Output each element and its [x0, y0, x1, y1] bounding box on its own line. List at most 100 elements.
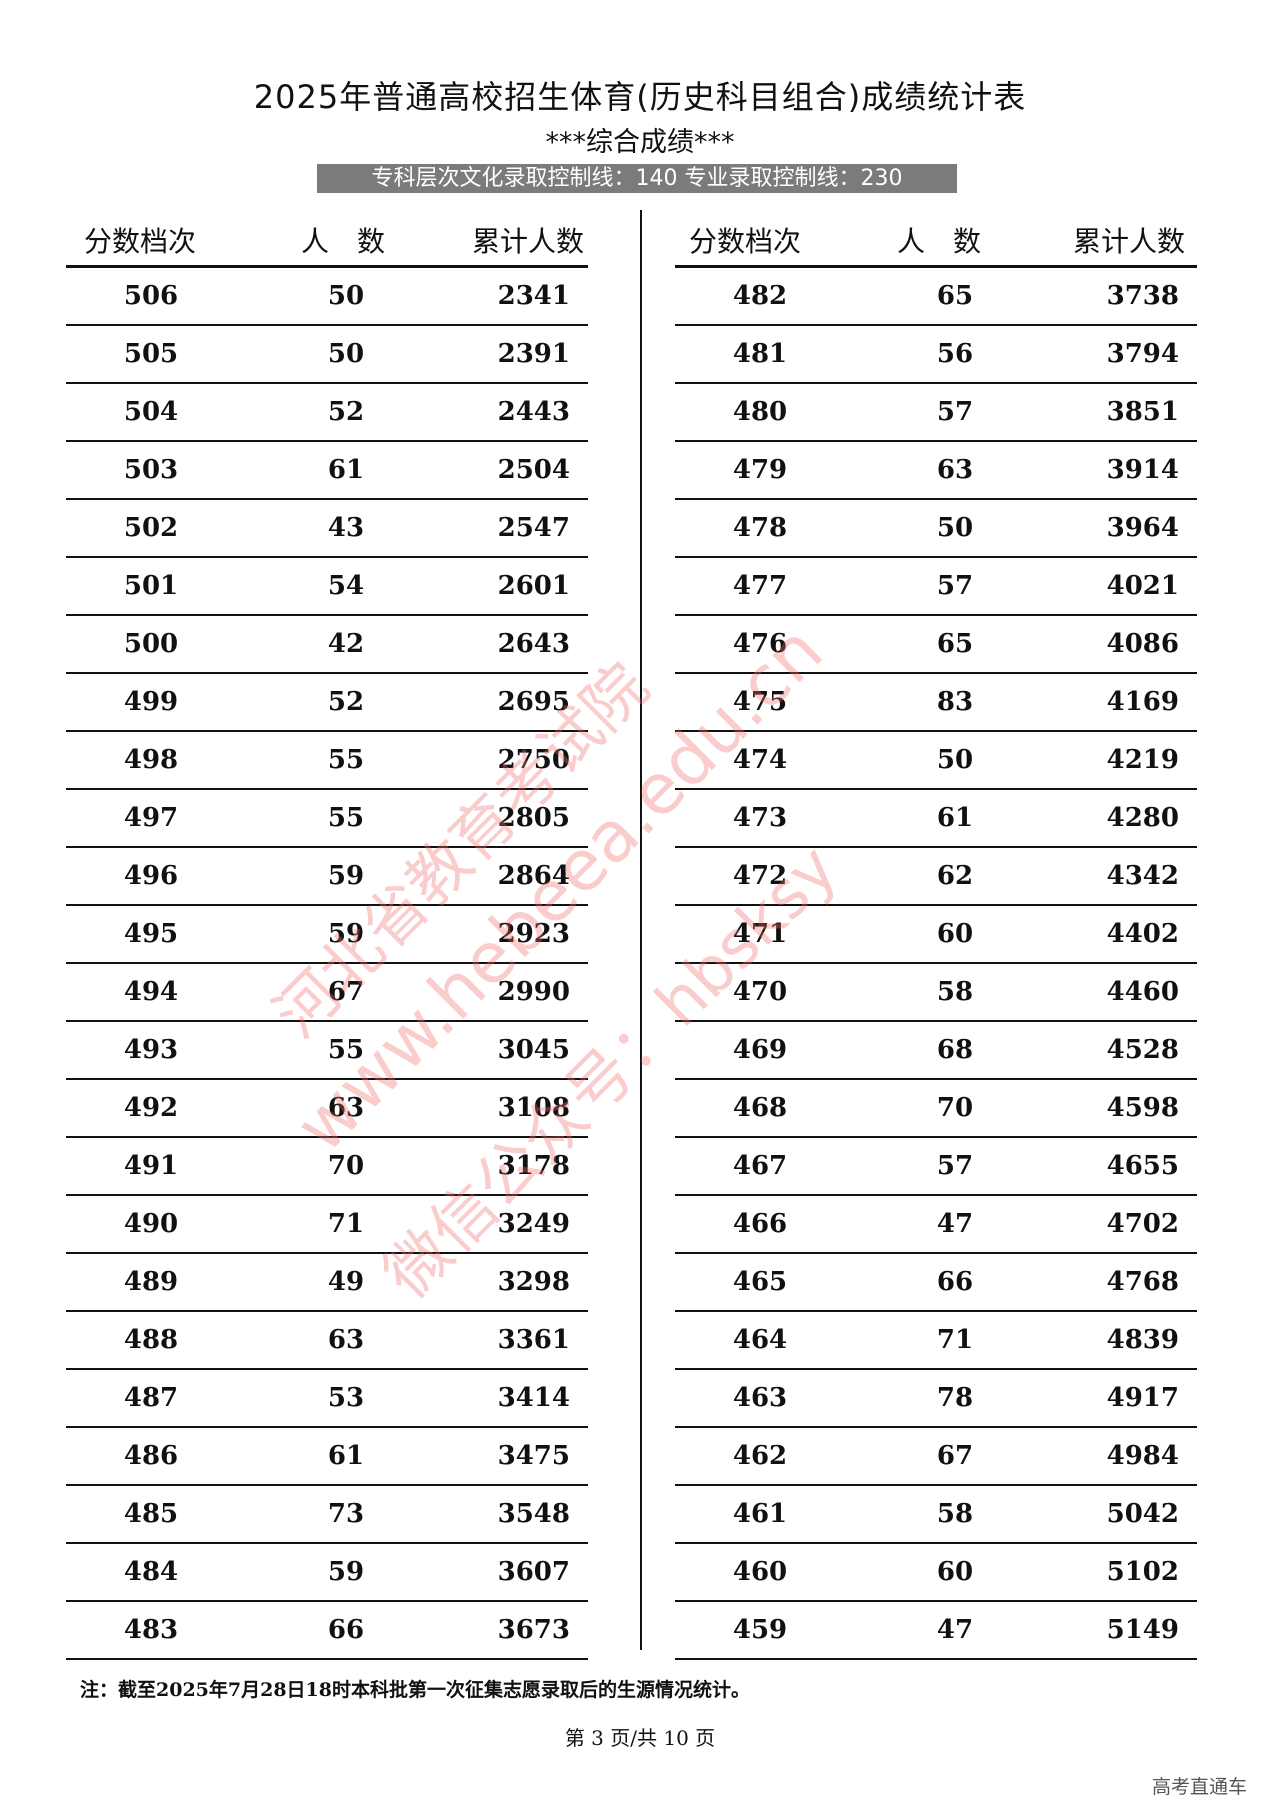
count-cell: 47 [936, 1209, 974, 1239]
cumulative-cell: 2990 [497, 977, 570, 1007]
count-cell: 42 [327, 629, 365, 659]
table-row: 485 73 3548 [66, 1486, 588, 1544]
cumulative-cell: 4402 [1106, 919, 1179, 949]
table-row: 470 58 4460 [675, 964, 1197, 1022]
cumulative-cell: 2750 [497, 745, 570, 775]
cumulative-cell: 3178 [497, 1151, 570, 1181]
count-cell: 54 [327, 571, 365, 601]
count-cell: 52 [327, 397, 365, 427]
cumulative-cell: 2864 [497, 861, 570, 891]
count-cell: 66 [327, 1615, 365, 1645]
cumulative-cell: 2341 [497, 281, 570, 311]
count-cell: 63 [327, 1093, 365, 1123]
score-table-right: 分数档次 人 数 累计人数 482 65 3738 481 56 3794 480 57 385… [675, 210, 1197, 1660]
score-cell: 479 [732, 455, 788, 485]
table-row: 486 61 3475 [66, 1428, 588, 1486]
table-row: 463 78 4917 [675, 1370, 1197, 1428]
table-row: 467 57 4655 [675, 1138, 1197, 1196]
score-cell: 470 [732, 977, 788, 1007]
score-cell: 472 [732, 861, 788, 891]
count-cell: 59 [327, 861, 365, 891]
count-cell: 43 [327, 513, 365, 543]
cumulative-cell: 4839 [1106, 1325, 1179, 1355]
table-header: 分数档次 人 数 累计人数 [66, 210, 588, 268]
count-cell: 65 [936, 281, 974, 311]
header-count: 人 数 [897, 225, 982, 258]
count-cell: 60 [936, 919, 974, 949]
score-table-left: 分数档次 人 数 累计人数 506 50 2341 505 50 2391 504 52 244… [66, 210, 588, 1660]
cumulative-cell: 3361 [497, 1325, 570, 1355]
table-row: 490 71 3249 [66, 1196, 588, 1254]
score-cell: 466 [732, 1209, 788, 1239]
table-row: 474 50 4219 [675, 732, 1197, 790]
score-cell: 502 [123, 513, 179, 543]
cumulative-cell: 3794 [1106, 339, 1179, 369]
table-row: 460 60 5102 [675, 1544, 1197, 1602]
table-row: 503 61 2504 [66, 442, 588, 500]
score-cell: 481 [732, 339, 788, 369]
table-row: 500 42 2643 [66, 616, 588, 674]
table-row: 499 52 2695 [66, 674, 588, 732]
table-row: 504 52 2443 [66, 384, 588, 442]
count-cell: 61 [327, 1441, 365, 1471]
table-row: 479 63 3914 [675, 442, 1197, 500]
count-cell: 53 [327, 1383, 365, 1413]
cumulative-cell: 3298 [497, 1267, 570, 1297]
cumulative-cell: 4280 [1106, 803, 1179, 833]
table-row: 483 66 3673 [66, 1602, 588, 1660]
cumulative-cell: 2923 [497, 919, 570, 949]
count-cell: 73 [327, 1499, 365, 1529]
score-cell: 492 [123, 1093, 179, 1123]
count-cell: 70 [936, 1093, 974, 1123]
cumulative-cell: 4702 [1106, 1209, 1179, 1239]
score-cell: 462 [732, 1441, 788, 1471]
count-cell: 78 [936, 1383, 974, 1413]
count-cell: 61 [936, 803, 974, 833]
score-cell: 476 [732, 629, 788, 659]
count-cell: 55 [327, 1035, 365, 1065]
table-row: 475 83 4169 [675, 674, 1197, 732]
table-row: 488 63 3361 [66, 1312, 588, 1370]
cumulative-cell: 3045 [497, 1035, 570, 1065]
score-cell: 498 [123, 745, 179, 775]
cumulative-cell: 4768 [1106, 1267, 1179, 1297]
score-cell: 504 [123, 397, 179, 427]
count-cell: 66 [936, 1267, 974, 1297]
header-count: 人 数 [301, 225, 386, 258]
score-cell: 469 [732, 1035, 788, 1065]
cumulative-cell: 3738 [1106, 281, 1179, 311]
score-cell: 488 [123, 1325, 179, 1355]
count-cell: 60 [936, 1557, 974, 1587]
table-row: 502 43 2547 [66, 500, 588, 558]
table-row: 459 47 5149 [675, 1602, 1197, 1660]
table-row: 478 50 3964 [675, 500, 1197, 558]
table-row: 482 65 3738 [675, 268, 1197, 326]
score-cell: 475 [732, 687, 788, 717]
table-row: 473 61 4280 [675, 790, 1197, 848]
score-cell: 467 [732, 1151, 788, 1181]
table-row: 462 67 4984 [675, 1428, 1197, 1486]
score-cell: 500 [123, 629, 179, 659]
score-cell: 482 [732, 281, 788, 311]
cumulative-cell: 4169 [1106, 687, 1179, 717]
score-cell: 465 [732, 1267, 788, 1297]
count-cell: 65 [936, 629, 974, 659]
cumulative-cell: 4984 [1106, 1441, 1179, 1471]
cumulative-cell: 2601 [497, 571, 570, 601]
table-row: 487 53 3414 [66, 1370, 588, 1428]
score-cell: 474 [732, 745, 788, 775]
page-title: 2025年普通高校招生体育(历史科目组合)成绩统计表 [253, 78, 1027, 116]
table-row: 465 66 4768 [675, 1254, 1197, 1312]
score-cell: 499 [123, 687, 179, 717]
score-cell: 505 [123, 339, 179, 369]
cumulative-cell: 3914 [1106, 455, 1179, 485]
count-cell: 55 [327, 803, 365, 833]
score-cell: 471 [732, 919, 788, 949]
score-cell: 503 [123, 455, 179, 485]
table-row: 505 50 2391 [66, 326, 588, 384]
cumulative-cell: 4021 [1106, 571, 1179, 601]
score-cell: 461 [732, 1499, 788, 1529]
table-row: 492 63 3108 [66, 1080, 588, 1138]
table-row: 477 57 4021 [675, 558, 1197, 616]
cumulative-cell: 2805 [497, 803, 570, 833]
